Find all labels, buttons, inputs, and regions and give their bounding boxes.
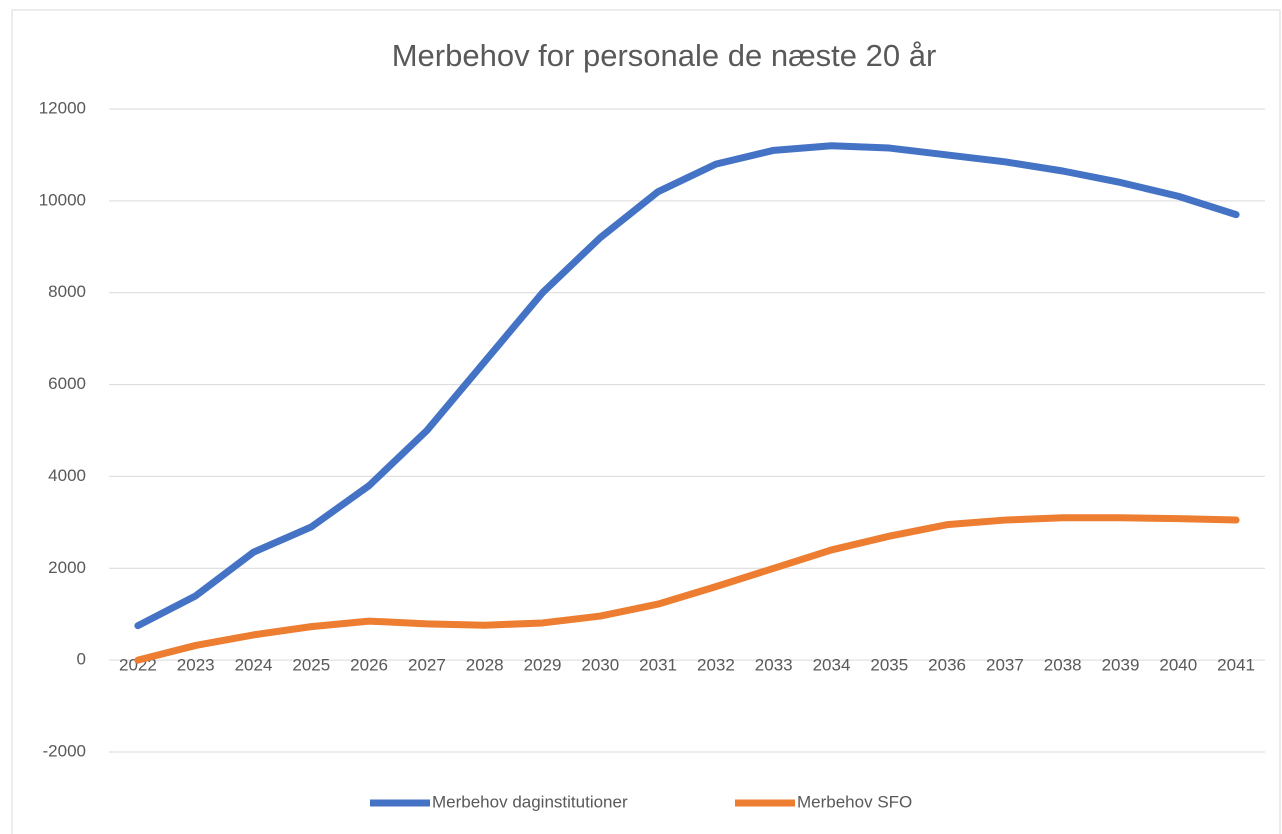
- x-tick-label: 2028: [466, 656, 504, 675]
- x-tick-label: 2029: [524, 656, 562, 675]
- legend-label: Merbehov daginstitutioner: [432, 792, 628, 811]
- x-tick-label: 2041: [1217, 656, 1255, 675]
- x-tick-label: 2031: [639, 656, 677, 675]
- data-line: [134, 142, 1240, 630]
- x-tick-label: 2036: [928, 656, 966, 675]
- y-tick-label: 6000: [48, 374, 86, 393]
- x-tick-label: 2024: [235, 656, 273, 675]
- x-tick-label: 2025: [292, 656, 330, 675]
- y-tick-label: 2000: [48, 558, 86, 577]
- x-tick-label: 2034: [813, 656, 851, 675]
- y-tick-label: 4000: [48, 466, 86, 485]
- y-tick-label: 8000: [48, 282, 86, 301]
- y-tick-label: 12000: [39, 98, 86, 117]
- x-tick-label: 2032: [697, 656, 735, 675]
- x-tick-label: 2030: [581, 656, 619, 675]
- x-tick-label: 2023: [177, 656, 215, 675]
- x-tick-label: 2027: [408, 656, 446, 675]
- chart-title: Merbehov for personale de næste 20 år: [392, 38, 937, 73]
- x-tick-label: 2037: [986, 656, 1024, 675]
- x-tick-label: 2039: [1102, 656, 1140, 675]
- data-line: [134, 514, 1240, 664]
- y-tick-label: 0: [77, 650, 86, 669]
- chart-frame: [11, 9, 1281, 834]
- x-tick-label: 2040: [1159, 656, 1197, 675]
- x-tick-label: 2033: [755, 656, 793, 675]
- x-tick-label: 2026: [350, 656, 388, 675]
- y-tick-label: -2000: [43, 741, 86, 760]
- legend-label: Merbehov SFO: [797, 792, 912, 811]
- x-tick-label: 2038: [1044, 656, 1082, 675]
- x-tick-label: 2035: [870, 656, 908, 675]
- y-tick-label: 10000: [39, 190, 86, 209]
